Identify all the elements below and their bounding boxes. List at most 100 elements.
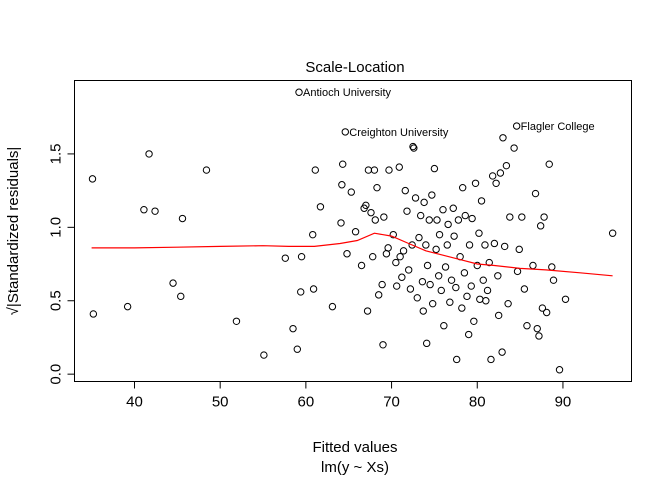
data-point	[416, 211, 425, 220]
data-point	[395, 163, 403, 171]
data-point	[177, 292, 185, 301]
data-point	[513, 267, 522, 276]
data-point	[515, 245, 523, 254]
data-point	[444, 220, 452, 229]
data-point	[437, 286, 445, 295]
data-point	[490, 239, 499, 248]
data-point	[482, 297, 490, 305]
data-point	[561, 295, 570, 303]
chart-title: Scale-Location	[305, 59, 404, 76]
data-point	[439, 206, 447, 214]
x-tick-label: 50	[212, 394, 229, 411]
data-point	[151, 207, 159, 215]
data-point	[410, 144, 418, 152]
data-point	[529, 261, 537, 270]
data-point	[454, 216, 463, 224]
point-label: Creighton University	[349, 127, 449, 139]
data-point	[435, 230, 444, 239]
x-tick-label: 90	[555, 394, 572, 411]
data-point	[441, 263, 450, 271]
data-point	[202, 166, 211, 174]
y-tick-label: 1.0	[48, 217, 65, 238]
data-point	[545, 160, 553, 168]
data-point	[487, 355, 495, 364]
data-point	[425, 216, 433, 224]
data-point	[463, 292, 471, 301]
data-point	[458, 304, 466, 312]
data-point	[555, 366, 564, 374]
data-point	[311, 166, 319, 174]
data-point	[506, 213, 514, 221]
data-point	[426, 280, 434, 289]
data-point	[434, 272, 443, 280]
data-point	[401, 186, 409, 195]
data-point	[281, 254, 290, 262]
data-point	[496, 169, 505, 177]
y-tick-label: 1.5	[48, 143, 65, 164]
data-point	[385, 166, 393, 174]
y-axis-label: √|Standardized residuals|	[5, 147, 22, 316]
data-point	[452, 355, 461, 364]
point-annotations: Antioch University Flagler College Creight…	[303, 87, 595, 139]
data-point	[447, 276, 456, 284]
data-point	[443, 241, 451, 249]
data-point	[428, 191, 436, 199]
data-point	[461, 211, 469, 220]
data-point	[295, 88, 303, 96]
data-point	[357, 261, 366, 270]
data-point	[476, 295, 484, 303]
data-point	[432, 245, 440, 254]
x-axis-label: Fitted values	[312, 439, 397, 456]
data-point	[408, 241, 416, 249]
data-point	[540, 213, 548, 221]
data-point	[341, 128, 349, 136]
data-point	[293, 345, 301, 353]
data-point	[260, 351, 268, 359]
data-point	[502, 161, 511, 170]
data-point	[500, 242, 509, 251]
data-point	[512, 122, 521, 130]
data-point	[399, 247, 408, 255]
data-points	[88, 88, 617, 374]
data-point	[351, 228, 360, 236]
data-point	[549, 276, 558, 284]
data-point	[370, 166, 379, 174]
data-point	[289, 324, 297, 333]
data-point	[460, 269, 469, 277]
data-point	[396, 252, 404, 261]
data-point	[538, 304, 547, 312]
data-point	[403, 207, 411, 215]
data-point	[479, 276, 487, 284]
data-point	[483, 286, 492, 295]
data-point	[375, 291, 383, 299]
data-point	[169, 279, 177, 287]
smooth-curve	[91, 232, 613, 277]
data-point	[405, 266, 413, 274]
data-point	[343, 250, 351, 258]
data-point	[393, 282, 401, 290]
y-tick-label: 0.5	[48, 290, 65, 311]
data-point	[499, 134, 507, 142]
data-point	[362, 201, 370, 210]
data-point	[423, 261, 432, 270]
data-point	[470, 317, 478, 325]
data-point	[379, 341, 387, 349]
data-point	[409, 142, 417, 151]
data-point	[337, 219, 345, 227]
point-label: Antioch University	[303, 87, 392, 99]
data-point	[398, 273, 406, 281]
x-tick-label: 80	[469, 394, 486, 411]
data-point	[338, 181, 346, 189]
data-point	[464, 330, 473, 339]
data-point	[89, 310, 98, 318]
data-point	[531, 189, 540, 198]
data-point	[411, 194, 420, 202]
data-point	[450, 232, 458, 240]
data-point	[389, 230, 397, 239]
data-point	[297, 252, 306, 261]
data-point	[232, 317, 241, 325]
data-point	[422, 241, 430, 249]
data-point	[520, 285, 529, 293]
data-point	[440, 322, 448, 330]
data-point	[428, 299, 437, 308]
